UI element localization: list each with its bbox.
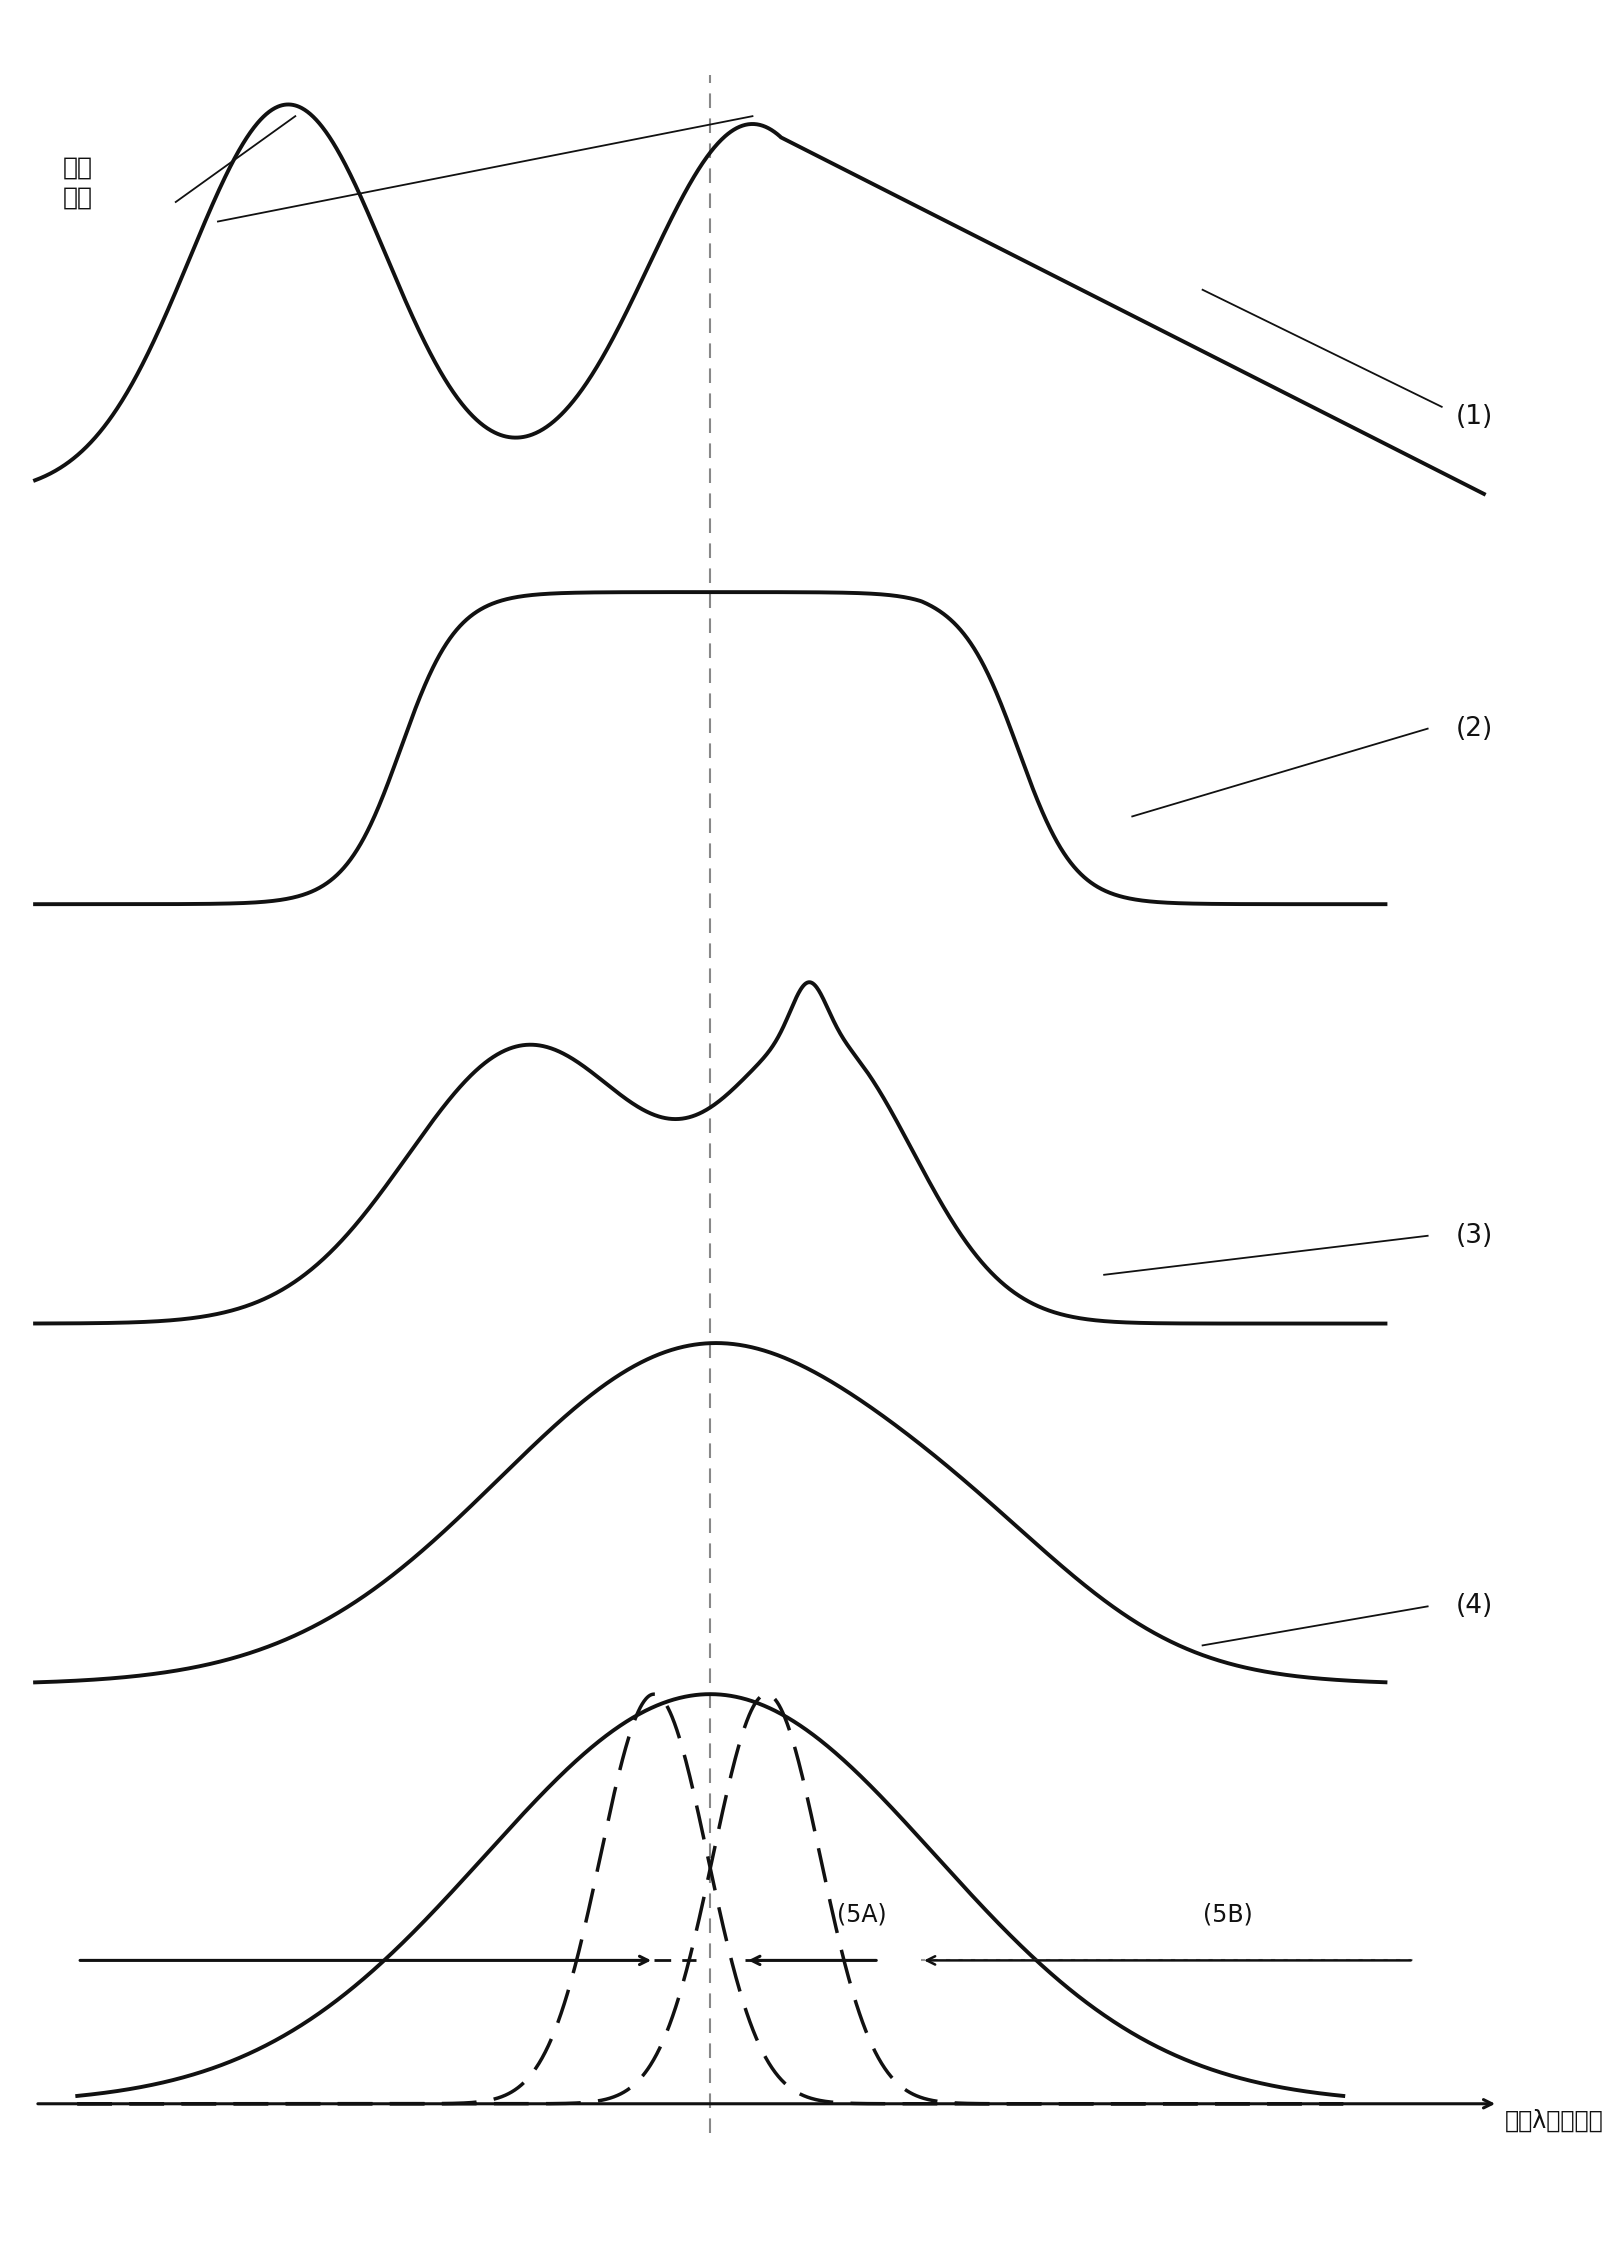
Text: (3): (3) (1456, 1223, 1494, 1248)
Text: 波长λ（纳米）: 波长λ（纳米） (1505, 2108, 1604, 2133)
Text: 中心
波长: 中心 波长 (63, 156, 94, 210)
Text: (5A): (5A) (838, 1903, 886, 1925)
Text: (4): (4) (1456, 1593, 1494, 1618)
Text: (5B): (5B) (1202, 1903, 1252, 1925)
Text: (2): (2) (1456, 715, 1494, 743)
Text: (1): (1) (1456, 404, 1494, 429)
